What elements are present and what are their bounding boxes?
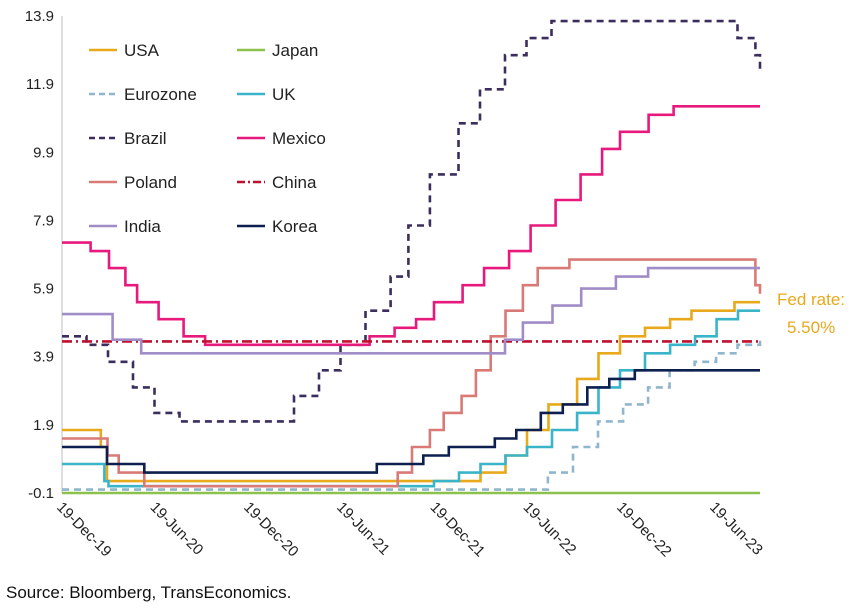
series-line-poland xyxy=(62,258,762,488)
rates-chart: 13.911.99.97.95.93.91.9-0.1 19-Dec-19 19-… xyxy=(25,8,845,561)
y-tick-label: 11.9 xyxy=(26,76,54,93)
y-tick-label: 9.9 xyxy=(33,144,54,161)
y-tick-label: 5.9 xyxy=(33,281,54,298)
y-tick-label: 7.9 xyxy=(33,212,54,229)
fed-rate-annotation: Fed rate: 5.50% xyxy=(777,290,845,337)
y-tick-label: 3.9 xyxy=(33,349,54,366)
x-tick-label: 19-Dec-20 xyxy=(240,499,302,561)
annotation-line-2: 5.50% xyxy=(787,318,835,337)
legend-label-usa: USA xyxy=(124,41,160,60)
legend-label-mexico: Mexico xyxy=(272,129,326,148)
series-layer xyxy=(62,19,762,495)
series-line-mexico xyxy=(62,105,760,347)
legend-label-brazil: Brazil xyxy=(124,129,167,148)
legend-label-japan: Japan xyxy=(272,41,318,60)
x-tick-label: 19-Jun-22 xyxy=(520,499,580,559)
x-tick-label: 19-Jun-21 xyxy=(333,499,393,559)
series-line-india xyxy=(62,266,760,355)
legend-label-uk: UK xyxy=(272,85,296,104)
legend-label-china: China xyxy=(272,173,317,192)
annotation-line-1: Fed rate: xyxy=(777,290,845,309)
series-line-brazil xyxy=(62,19,762,423)
x-tick-labels: 19-Dec-19 19-Jun-20 19-Dec-20 19-Jun-21 19-D… xyxy=(53,499,766,561)
y-tick-label: 13.9 xyxy=(25,8,54,25)
x-tick-label: 19-Dec-21 xyxy=(427,499,489,561)
y-tick-label: -0.1 xyxy=(28,485,54,502)
y-tick-label: 1.9 xyxy=(33,417,54,434)
series-line-uk xyxy=(62,309,760,488)
legend-label-india: India xyxy=(124,217,161,236)
y-tick-labels: 13.9 11.9 9.9 7.9 5.9 3.9 1.9 -0.1 xyxy=(25,8,54,502)
legend-label-korea: Korea xyxy=(272,217,318,236)
source-note: Source: Bloomberg, TransEconomics. xyxy=(6,583,292,602)
x-tick-label: 19-Dec-22 xyxy=(613,499,675,561)
legend-label-eurozone: Eurozone xyxy=(124,85,197,104)
series-line-eurozone xyxy=(62,336,762,491)
x-tick-label: 19-Jun-20 xyxy=(147,499,207,559)
x-tick-label: 19-Jun-23 xyxy=(706,499,766,559)
legend: USA Japan Eurozone UK Brazil Mexico Poland Chin… xyxy=(89,41,326,236)
legend-label-poland: Poland xyxy=(124,173,177,192)
x-tick-label: 19-Dec-19 xyxy=(53,499,115,561)
series-line-korea xyxy=(62,369,760,474)
series-line-usa xyxy=(62,300,760,483)
